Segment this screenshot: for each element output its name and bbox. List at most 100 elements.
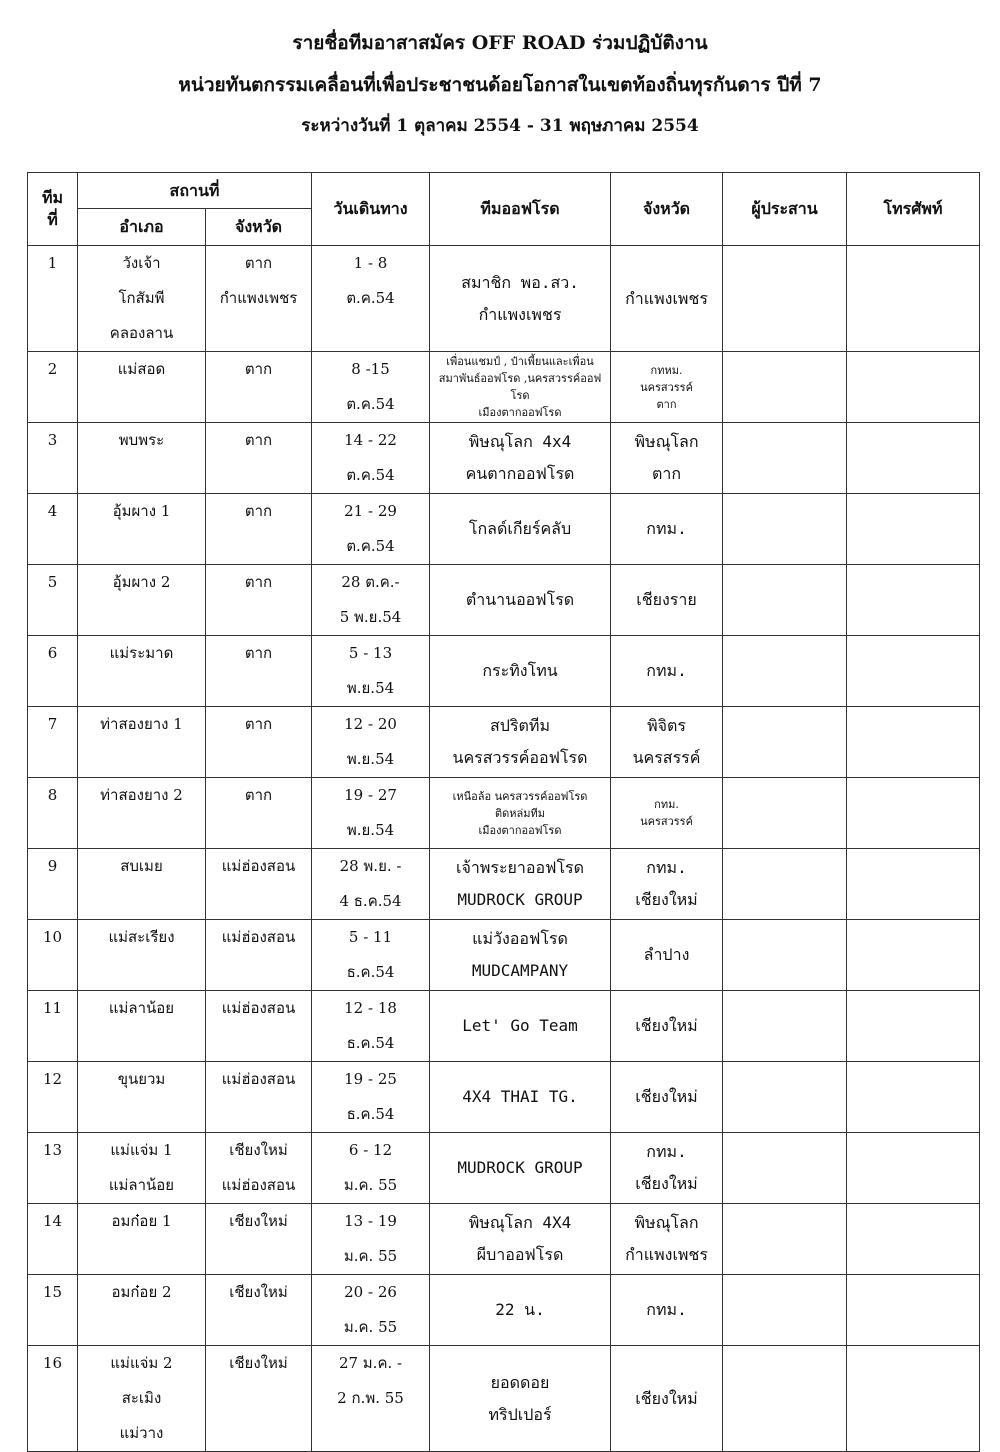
cell-coordinator	[722, 919, 848, 991]
table-row: 7 ท่าสองยาง 1 ตาก 12 - 20 พ.ย.54 สปริตทีม นค…	[27, 706, 981, 778]
cell-coordinator	[722, 990, 848, 1062]
table-row: 5 อุ้มผาง 2 ตาก 28 ต.ค.- 5 พ.ย.54 ตำนานออฟโร…	[27, 564, 981, 636]
cell-date: 12 - 18 ธ.ค.54	[311, 990, 431, 1062]
cell-team-province: กทหม. นครสวรรค์ ตาก	[610, 351, 724, 423]
cell-phone	[846, 351, 981, 423]
table-row: 12 ขุนยวม แม่ฮ่องสอน 19 - 25 ธ.ค.54 4X4 THAI…	[27, 1061, 981, 1133]
cell-team-province: กทม. เชียงใหม่	[610, 848, 724, 920]
table-row: 3 พบพระ ตาก 14 - 22 ต.ค.54 พิษณุโลก 4x4 คนตา…	[27, 422, 981, 494]
cell-coordinator	[722, 245, 848, 352]
table-row: 8 ท่าสองยาง 2 ตาก 19 - 27 พ.ย.54 เหนือล้อ นค…	[27, 777, 981, 849]
cell-district: อมก๋อย 2	[77, 1274, 206, 1346]
cell-phone	[846, 706, 981, 778]
table-row: 9 สบเมย แม่ฮ่องสอน 28 พ.ย. - 4 ธ.ค.54 เจ้าพร…	[27, 848, 981, 920]
cell-no: 1	[27, 245, 78, 352]
cell-team: 4X4 THAI TG.	[429, 1061, 612, 1133]
header-team-no: ทีม ที่	[27, 172, 78, 246]
cell-team-province: เชียงใหม่	[610, 1061, 724, 1133]
cell-team: สปริตทีม นครสวรรค์ออฟโรด	[429, 706, 612, 778]
cell-district: แม่สะเรียง	[77, 919, 206, 991]
cell-no: 3	[27, 422, 78, 494]
cell-date: 12 - 20 พ.ย.54	[311, 706, 431, 778]
cell-team: แม่วังออฟโรด MUDCAMPANY	[429, 919, 612, 991]
header-province: จังหวัด	[204, 208, 313, 246]
cell-date: 27 ม.ค. - 2 ก.พ. 55	[311, 1345, 431, 1452]
cell-phone	[846, 422, 981, 494]
document-subtitle: หน่วยทันตกรรมเคลื่อนที่เพื่อประชาชนด้อยโ…	[178, 74, 822, 96]
cell-coordinator	[722, 422, 848, 494]
cell-team-province: กทม.	[610, 635, 724, 707]
table-row: 4 อุ้มผาง 1 ตาก 21 - 29 ต.ค.54 โกลด์เกียร์คล…	[27, 493, 981, 565]
cell-coordinator	[722, 564, 848, 636]
cell-team-province: พิจิตร นครสรรค์	[610, 706, 724, 778]
table-row: 10 แม่สะเรียง แม่ฮ่องสอน 5 - 11 ธ.ค.54 แม่วั…	[27, 919, 981, 991]
cell-team: กระทิงโทน	[429, 635, 612, 707]
cell-team-province: กทม. เชียงใหม่	[610, 1132, 724, 1204]
cell-province: ตาก	[204, 422, 313, 494]
cell-date: 20 - 26 ม.ค. 55	[311, 1274, 431, 1346]
cell-coordinator	[722, 1132, 848, 1204]
cell-no: 10	[27, 919, 78, 991]
cell-coordinator	[722, 1345, 848, 1452]
cell-phone	[846, 990, 981, 1062]
cell-coordinator	[722, 777, 848, 849]
cell-district: ท่าสองยาง 1	[77, 706, 206, 778]
cell-phone	[846, 777, 981, 849]
cell-team-province: เชียงใหม่	[610, 990, 724, 1062]
cell-team-province: เชียงใหม่	[610, 1345, 724, 1452]
cell-team: เหนือล้อ นครสวรรค์ออฟโรด ติดหล่มทีม เมือ…	[429, 777, 612, 849]
cell-province: เชียงใหม่	[204, 1274, 313, 1346]
cell-coordinator	[722, 1274, 848, 1346]
table-row: 16 แม่แจ่ม 2 สะเมิง แม่วาง เชียงใหม่ 27 ม.ค…	[27, 1345, 981, 1452]
cell-no: 9	[27, 848, 78, 920]
header-district: อำเภอ	[77, 208, 206, 246]
cell-no: 5	[27, 564, 78, 636]
cell-team: 22 น.	[429, 1274, 612, 1346]
cell-date: 14 - 22 ต.ค.54	[311, 422, 431, 494]
cell-province: ตาก กำแพงเพชร	[204, 245, 313, 352]
cell-team: MUDROCK GROUP	[429, 1132, 612, 1204]
cell-coordinator	[722, 635, 848, 707]
cell-coordinator	[722, 493, 848, 565]
cell-province: ตาก	[204, 493, 313, 565]
cell-province: แม่ฮ่องสอน	[204, 1061, 313, 1133]
cell-phone	[846, 1274, 981, 1346]
cell-district: ท่าสองยาง 2	[77, 777, 206, 849]
volunteer-team-table: ทีม ที่ สถานที่ วันเดินทาง ทีมออฟโรด จัง…	[27, 172, 981, 1452]
cell-district: พบพระ	[77, 422, 206, 494]
cell-no: 4	[27, 493, 78, 565]
cell-province: เชียงใหม่	[204, 1203, 313, 1275]
cell-coordinator	[722, 1203, 848, 1275]
cell-province: ตาก	[204, 635, 313, 707]
header-location: สถานที่	[76, 172, 313, 209]
cell-phone	[846, 245, 981, 352]
cell-district: แม่สอด	[77, 351, 206, 423]
cell-province: เชียงใหม่ แม่ฮ่องสอน	[204, 1132, 313, 1204]
cell-date: 5 - 13 พ.ย.54	[311, 635, 431, 707]
table-row: 1 วังเจ้า โกสัมพี คลองลาน ตาก กำแพงเพชร 1 -…	[27, 245, 981, 352]
cell-no: 12	[27, 1061, 78, 1133]
cell-district: แม่ลาน้อย	[77, 990, 206, 1062]
cell-team-province: พิษณุโลก ตาก	[610, 422, 724, 494]
cell-team-province: ลำปาง	[610, 919, 724, 991]
table-row: 2 แม่สอด ตาก 8 -15 ต.ค.54 เพื่อนแชมป์ , ป๋าเ…	[27, 351, 981, 423]
cell-province: ตาก	[204, 564, 313, 636]
cell-district: แม่ระมาด	[77, 635, 206, 707]
cell-no: 14	[27, 1203, 78, 1275]
cell-no: 15	[27, 1274, 78, 1346]
cell-team-province: กทม.	[610, 493, 724, 565]
cell-province: แม่ฮ่องสอน	[204, 990, 313, 1062]
cell-district: ขุนยวม	[77, 1061, 206, 1133]
cell-no: 16	[27, 1345, 78, 1452]
table-row: 6 แม่ระมาด ตาก 5 - 13 พ.ย.54 กระทิงโทน กทม.	[27, 635, 981, 707]
cell-no: 6	[27, 635, 78, 707]
cell-coordinator	[722, 351, 848, 423]
cell-date: 21 - 29 ต.ค.54	[311, 493, 431, 565]
cell-team: ยอดดอย ทริปเปอร์	[429, 1345, 612, 1452]
cell-coordinator	[722, 706, 848, 778]
cell-district: อมก๋อย 1	[77, 1203, 206, 1275]
cell-phone	[846, 1132, 981, 1204]
cell-date: 19 - 27 พ.ย.54	[311, 777, 431, 849]
cell-team-province: พิษณุโลก กำแพงเพชร	[610, 1203, 724, 1275]
table-body: 1 วังเจ้า โกสัมพี คลองลาน ตาก กำแพงเพชร 1 -…	[27, 245, 981, 1452]
